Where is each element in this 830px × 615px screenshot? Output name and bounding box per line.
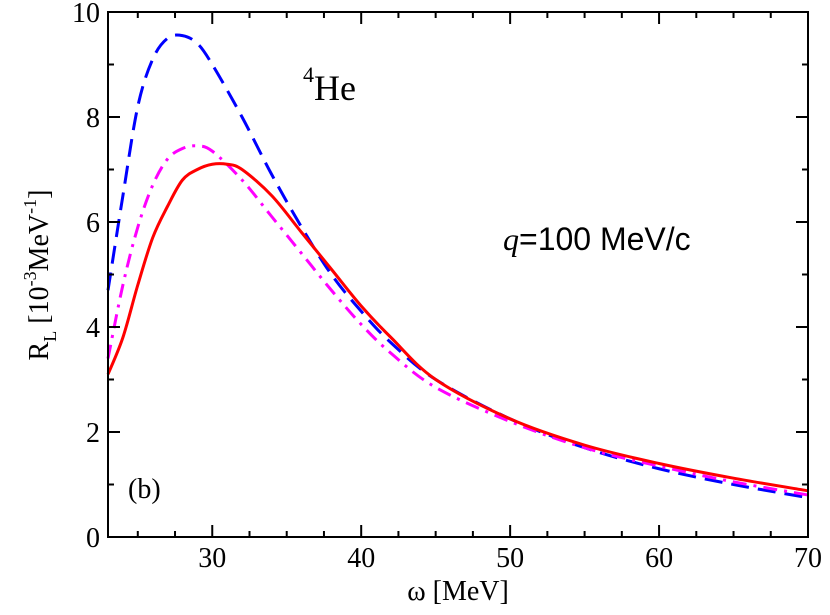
- x-tick-label: 40: [347, 543, 375, 574]
- y-tick-label: 4: [86, 313, 100, 344]
- x-tick-label: 50: [496, 543, 524, 574]
- ticks: 30 40 50 60 70 0 2 4 6 8 10: [72, 0, 822, 574]
- y-tick-label: 6: [86, 208, 100, 239]
- y-tick-label: 0: [86, 523, 100, 554]
- x-axis-label: ω [MeV]: [407, 576, 509, 607]
- plot-frame: [107, 11, 809, 538]
- momentum-label: q=100 MeV/c: [503, 221, 691, 257]
- curves: [106, 33, 809, 500]
- x-tick-label: 60: [645, 543, 673, 574]
- panel-label: (b): [128, 474, 161, 505]
- series-line-solid: [106, 162, 809, 493]
- y-tick-label: 10: [72, 0, 100, 29]
- x-tick-label: 30: [198, 543, 226, 574]
- x-tick-label: 70: [794, 543, 822, 574]
- y-tick-label: 8: [86, 103, 100, 134]
- y-tick-label: 2: [86, 418, 100, 449]
- y-axis-label: RL [10-3MeV-1]: [20, 190, 60, 361]
- nucleus-label: 4He: [303, 62, 356, 108]
- series-line-dash-dot: [106, 144, 809, 497]
- series-line-dashed: [106, 33, 809, 500]
